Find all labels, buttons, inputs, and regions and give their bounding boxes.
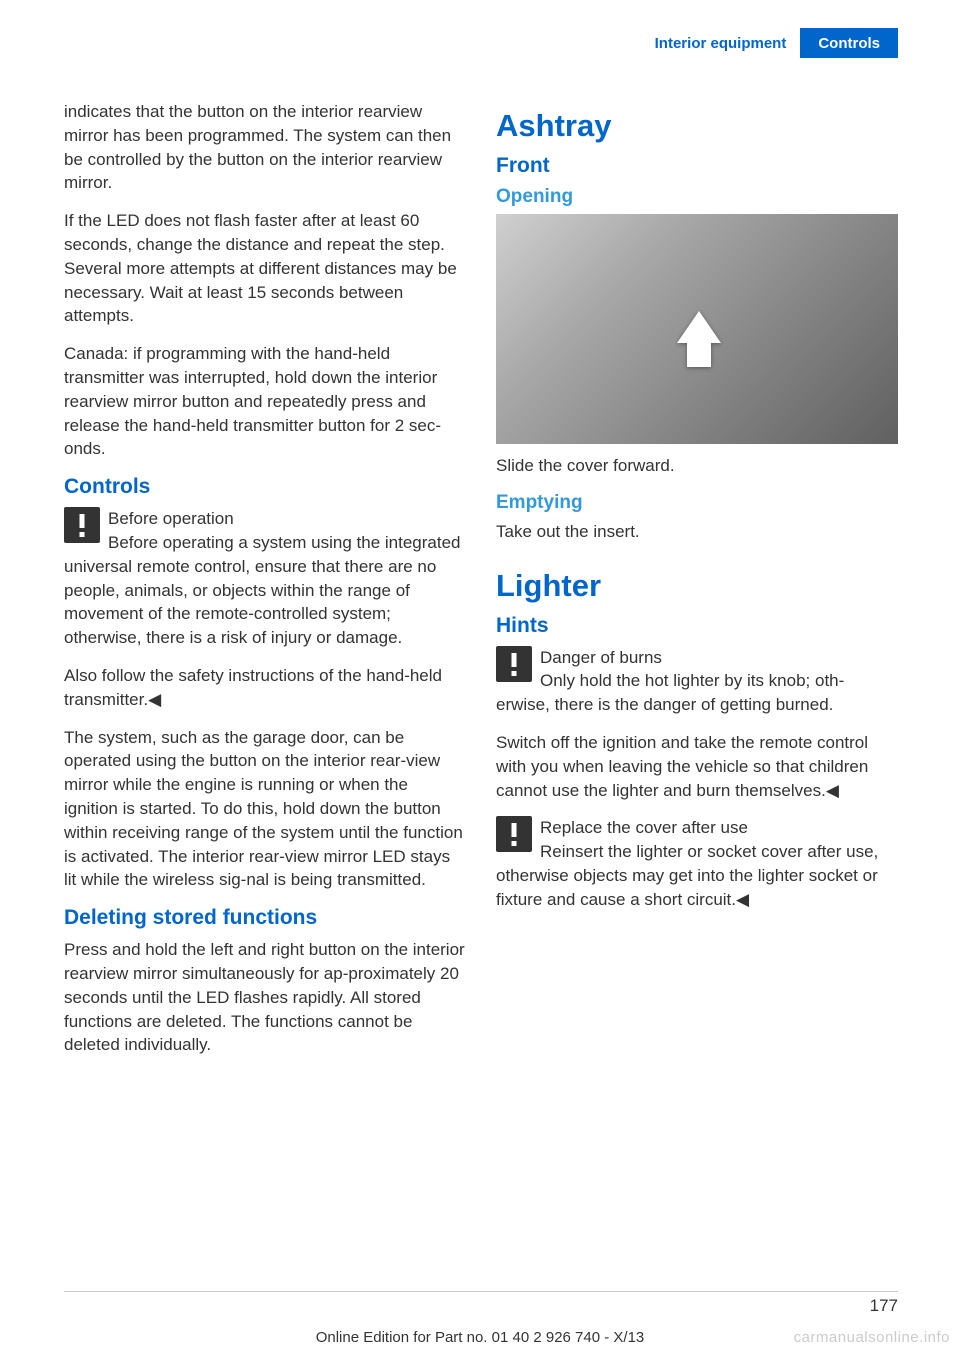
page-content: indicates that the button on the interio… (64, 100, 898, 1071)
arrow-icon (677, 311, 721, 343)
heading-hints: Hints (496, 614, 898, 638)
body-text: Take out the insert. (496, 520, 898, 544)
heading-opening: Opening (496, 186, 898, 208)
warning-title: Before operation (64, 507, 466, 531)
header-section: Interior equipment (655, 28, 801, 58)
body-text: If the LED does not flash faster after a… (64, 209, 466, 328)
warning-icon (496, 646, 532, 682)
body-text: indicates that the button on the interio… (64, 100, 466, 195)
header-chapter: Controls (800, 28, 898, 58)
heading-controls: Controls (64, 475, 466, 499)
heading-emptying: Emptying (496, 492, 898, 514)
warning-title: Danger of burns (496, 646, 898, 670)
heading-lighter: Lighter (496, 568, 898, 604)
page-header: Interior equipment Controls (655, 28, 898, 58)
warning-block: Before operation Before operating a syst… (64, 507, 466, 650)
page-number: 177 (870, 1296, 898, 1316)
left-column: indicates that the button on the interio… (64, 100, 466, 1071)
warning-block: Danger of burns Only hold the hot lighte… (496, 646, 898, 717)
right-column: Ashtray Front Opening Slide the cover fo… (496, 100, 898, 1071)
heading-ashtray: Ashtray (496, 108, 898, 144)
warning-text: Before operating a system using the inte… (64, 533, 461, 647)
body-text: Press and hold the left and right button… (64, 938, 466, 1057)
body-text: The system, such as the garage door, can… (64, 726, 466, 893)
warning-text: Only hold the hot lighter by its knob; o… (496, 671, 844, 714)
heading-deleting: Deleting stored functions (64, 906, 466, 930)
warning-block: Replace the cover after use Reinsert the… (496, 816, 898, 911)
watermark: carmanualsonline.info (794, 1329, 950, 1346)
footer-divider (64, 1291, 898, 1292)
warning-icon (64, 507, 100, 543)
heading-front: Front (496, 154, 898, 178)
warning-icon (496, 816, 532, 852)
body-text: Switch off the ignition and take the rem… (496, 731, 898, 802)
warning-title: Replace the cover after use (496, 816, 898, 840)
body-text: Also follow the safety instructions of t… (64, 664, 466, 712)
ashtray-image (496, 214, 898, 444)
warning-text: Reinsert the lighter or socket cover aft… (496, 842, 878, 909)
body-text: Slide the cover forward. (496, 454, 898, 478)
body-text: Canada: if programming with the hand-hel… (64, 342, 466, 461)
